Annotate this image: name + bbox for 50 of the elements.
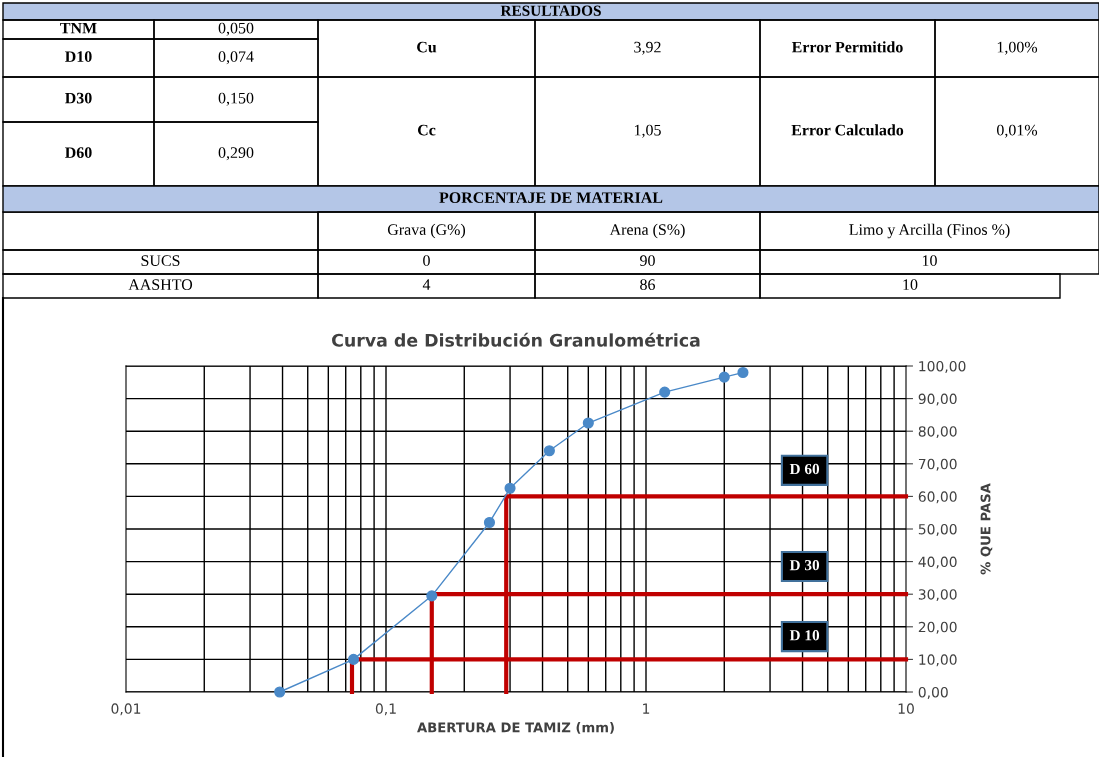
- text: 0,074: [218, 51, 254, 65]
- text: 0: [423, 255, 430, 266]
- y-tick-label: 50,00: [918, 523, 957, 536]
- text: Grava (G%): [387, 223, 466, 239]
- x-axis-title: ABERTURA DE TAMIZ (mm): [417, 722, 614, 734]
- annotation: D 30: [789, 560, 820, 571]
- y-tick-label: 80,00: [918, 426, 957, 439]
- x-tick-label: 10: [898, 703, 914, 714]
- x-tick-label: 0,1: [375, 703, 396, 716]
- y-tick-label: 70,00: [918, 458, 957, 471]
- y-tick-label: 0,00: [918, 686, 948, 699]
- y-tick-label: 60,00: [918, 491, 957, 504]
- text: 86: [640, 279, 656, 290]
- text: 3,92: [634, 41, 661, 55]
- annotation: D 10: [789, 630, 820, 641]
- x-tick-label: 1: [643, 703, 650, 714]
- annotation: D 60: [789, 463, 820, 475]
- text: D60: [65, 147, 92, 158]
- text: Arena (S%): [609, 223, 685, 239]
- y-tick-label: 40,00: [918, 556, 957, 569]
- text: 4: [422, 279, 431, 290]
- y-tick-label: 100,00: [919, 360, 966, 373]
- text: PORCENTAJE DE MATERIAL: [439, 192, 663, 203]
- text: 0,290: [218, 147, 254, 161]
- y-tick-label: 10,00: [919, 654, 957, 667]
- text: Cc: [417, 124, 436, 136]
- text: 10: [903, 279, 918, 290]
- text: AASHTO: [128, 279, 193, 290]
- y-tick-label: 20,00: [918, 621, 957, 634]
- text: RESULTADOS: [500, 5, 601, 16]
- text: 1,05: [634, 124, 661, 138]
- text: SUCS: [141, 255, 180, 266]
- text: D10: [65, 51, 92, 62]
- y-axis-title: % QUE PASA: [980, 483, 993, 575]
- text: 10: [922, 255, 937, 266]
- text: Error Permitido: [791, 41, 903, 53]
- chart-title: Curva de Distribución Granulométrica: [332, 332, 700, 347]
- text: Error Calculado: [791, 124, 904, 136]
- text: Limo y Arcilla (Finos %): [849, 223, 1010, 239]
- text: TNM: [60, 22, 97, 34]
- text: Cu: [417, 41, 437, 53]
- y-tick-label: 90,00: [918, 393, 957, 406]
- text: 0,01%: [996, 124, 1038, 138]
- text: D30: [65, 92, 92, 104]
- y-tick-label: 30,00: [918, 589, 957, 602]
- x-tick-label: 0,01: [111, 703, 141, 716]
- text: 1,00%: [997, 41, 1038, 55]
- text: 90: [640, 255, 655, 266]
- text: 0,050: [218, 22, 254, 36]
- text: 0,150: [218, 92, 254, 106]
